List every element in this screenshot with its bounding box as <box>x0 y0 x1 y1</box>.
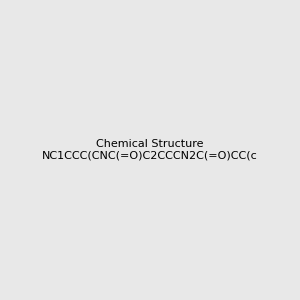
Text: Chemical Structure
NC1CCC(CNC(=O)C2CCCN2C(=O)CC(c: Chemical Structure NC1CCC(CNC(=O)C2CCCN2… <box>42 139 258 161</box>
